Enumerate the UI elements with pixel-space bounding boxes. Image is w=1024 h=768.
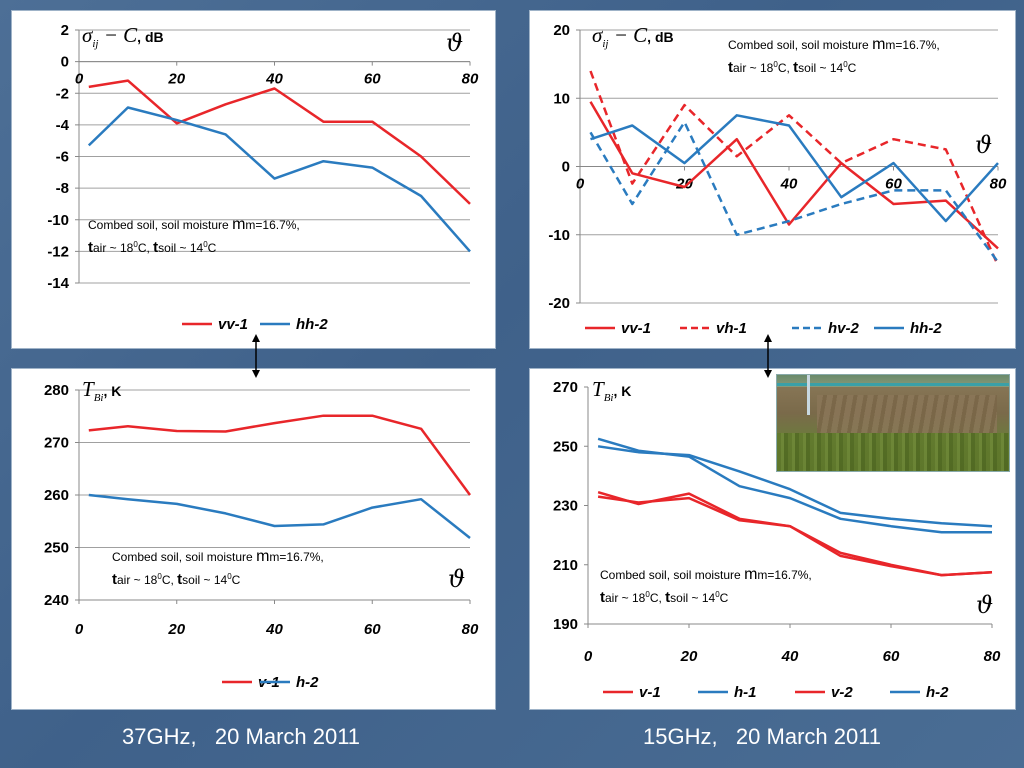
y-tick-label: 0 bbox=[562, 159, 570, 176]
series-line-v-1 bbox=[88, 414, 472, 496]
x-tick-label: 0 bbox=[576, 176, 585, 193]
x-tick-label: 20 bbox=[167, 621, 185, 638]
series-line-vv-1 bbox=[88, 79, 471, 205]
chart-tb-15ghz: 270 250 230 210 190 0 20 40 60 80 v-1 h-1 v-2 h-2 bbox=[553, 379, 1001, 701]
y-tick-label: 250 bbox=[44, 540, 69, 557]
y-tick-label: 190 bbox=[553, 616, 578, 633]
legend-label-h-1: h-1 bbox=[734, 684, 757, 701]
series-line-v-2 bbox=[597, 495, 993, 577]
conditions-note: Combed soil, soil moisture mm=16.7%, tai… bbox=[112, 548, 324, 588]
legend-label-hv-2: hv-2 bbox=[828, 320, 860, 337]
x-tick-label: 20 bbox=[680, 648, 698, 665]
x-tick-label: 60 bbox=[364, 71, 381, 88]
legend-label-v-2: v-2 bbox=[831, 684, 853, 701]
y-tick-label: -12 bbox=[47, 243, 69, 260]
caption-37ghz: 37GHz, 20 March 2011 bbox=[122, 724, 361, 749]
chart-panel-bottom-left: 280 270 260 250 240 0 20 40 60 80 v-1 h-2 TBi, K ϑ … bbox=[11, 368, 496, 710]
x-tick-label: 80 bbox=[462, 621, 479, 638]
y-tick-label: -2 bbox=[56, 85, 69, 102]
chart-panel-top-right: 20 10 0 -10 -20 0 20 40 60 80 vv-1 vh-1 hv-2 hh-2 σij… bbox=[529, 10, 1016, 349]
legend-label-vv-1: vv-1 bbox=[218, 316, 248, 333]
legend-label-vh-1: vh-1 bbox=[716, 320, 747, 337]
y-tick-label: 270 bbox=[553, 379, 578, 396]
series-line-v-1 bbox=[597, 491, 993, 577]
double-arrow-left bbox=[252, 334, 260, 378]
y-tick-label: -10 bbox=[548, 227, 570, 244]
y-tick-label: 2 bbox=[61, 22, 69, 39]
series-line-hh-2 bbox=[87, 106, 471, 253]
x-tick-label: 60 bbox=[364, 621, 381, 638]
y-tick-label: -6 bbox=[56, 149, 69, 166]
y-tick-label: 0 bbox=[61, 54, 69, 71]
x-tick-label: 80 bbox=[462, 71, 479, 88]
y-tick-label: -8 bbox=[56, 180, 69, 197]
theta-symbol: ϑ bbox=[448, 565, 466, 593]
y-quantity-label: σij − C, dB bbox=[592, 23, 674, 51]
theta-symbol: ϑ bbox=[446, 29, 464, 57]
conditions-note: Combed soil, soil moisture mm=16.7%, tai… bbox=[88, 216, 300, 256]
x-tick-label: 20 bbox=[675, 176, 693, 193]
y-tick-label: 240 bbox=[44, 592, 69, 609]
y-tick-label: 210 bbox=[553, 557, 578, 574]
y-quantity-label: TBi, K bbox=[592, 377, 632, 405]
y-tick-label: -14 bbox=[47, 275, 69, 292]
y-quantity-label: TBi, K bbox=[82, 377, 122, 405]
soil-plot-photo bbox=[776, 374, 1010, 472]
x-tick-label: 20 bbox=[167, 71, 185, 88]
y-tick-label: -20 bbox=[548, 295, 570, 312]
x-tick-label: 60 bbox=[885, 176, 902, 193]
legend-label-hh-2: hh-2 bbox=[296, 316, 328, 333]
y-tick-label: 270 bbox=[44, 435, 69, 452]
y-tick-label: 20 bbox=[553, 22, 570, 39]
y-tick-label: 10 bbox=[553, 90, 570, 107]
y-tick-label: 230 bbox=[553, 498, 578, 515]
x-tick-label: 60 bbox=[883, 648, 900, 665]
y-tick-label: 260 bbox=[44, 487, 69, 504]
series-line-h-2 bbox=[88, 493, 471, 539]
theta-symbol: ϑ bbox=[975, 131, 993, 159]
legend-label-v-1: v-1 bbox=[639, 684, 661, 701]
x-tick-label: 0 bbox=[75, 71, 84, 88]
conditions-note: Combed soil, soil moisture mm=16.7%, tai… bbox=[600, 566, 812, 606]
y-tick-label: 250 bbox=[553, 438, 578, 455]
theta-symbol: ϑ bbox=[976, 591, 994, 619]
legend-label-h-2: h-2 bbox=[926, 684, 949, 701]
x-tick-label: 0 bbox=[75, 621, 84, 638]
y-tick-label: -4 bbox=[56, 117, 70, 134]
x-tick-label: 40 bbox=[780, 176, 798, 193]
legend-label-h-2: h-2 bbox=[296, 674, 319, 691]
series-line-vh-1 bbox=[589, 70, 1000, 267]
y-quantity-label: σij − C, dB bbox=[82, 23, 164, 51]
chart-panel-top-left: 2 0 -2 -4 -6 -8 -10 -12 -14 0 20 40 60 80 vv-1 hh-2 σij… bbox=[11, 10, 496, 349]
series-line-hv-2 bbox=[589, 120, 1000, 263]
x-tick-label: 80 bbox=[990, 176, 1007, 193]
caption-15ghz: 15GHz, 20 March 2011 bbox=[643, 724, 882, 749]
double-arrow-right bbox=[764, 334, 772, 378]
y-tick-label: 280 bbox=[44, 382, 69, 399]
conditions-note: Combed soil, soil moisture mm=16.7%, tai… bbox=[728, 36, 940, 76]
legend-label-hh-2: hh-2 bbox=[910, 320, 942, 337]
series-line-h-2 bbox=[597, 445, 993, 528]
chart-sigma-15ghz: 20 10 0 -10 -20 0 20 40 60 80 vv-1 vh-1 hv-2 hh-2 bbox=[548, 22, 1007, 337]
legend-label-vv-1: vv-1 bbox=[621, 320, 651, 337]
x-tick-label: 40 bbox=[781, 648, 799, 665]
x-tick-label: 40 bbox=[265, 71, 283, 88]
series-line-hh-2 bbox=[590, 114, 999, 223]
x-tick-label: 0 bbox=[584, 648, 593, 665]
x-tick-label: 40 bbox=[265, 621, 283, 638]
y-tick-label: -10 bbox=[47, 212, 69, 229]
x-tick-label: 80 bbox=[984, 648, 1001, 665]
